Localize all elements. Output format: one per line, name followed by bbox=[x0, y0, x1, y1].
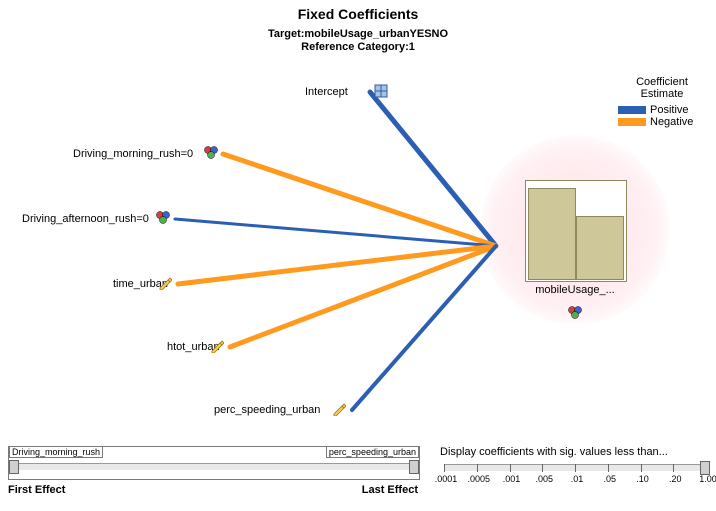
coefficient-line bbox=[175, 219, 496, 246]
effect-thumb-right[interactable] bbox=[409, 460, 419, 474]
effect-last-label: perc_speeding_urban bbox=[326, 446, 419, 458]
circles-icon bbox=[203, 146, 219, 165]
pencil-icon bbox=[332, 402, 346, 421]
sig-tick bbox=[444, 464, 445, 472]
target-bar bbox=[528, 188, 576, 280]
sig-tick-label: .01 bbox=[563, 474, 591, 484]
sig-tick-label: .0001 bbox=[432, 474, 460, 484]
sig-tick-label: .10 bbox=[629, 474, 657, 484]
coefficient-line bbox=[223, 154, 496, 246]
sig-thumb[interactable] bbox=[700, 461, 710, 475]
pencil-icon bbox=[210, 339, 224, 358]
circles-icon bbox=[155, 211, 171, 230]
sig-slider[interactable]: .0001.0005.001.005.01.05.10.201.00 bbox=[440, 462, 710, 490]
target-bar bbox=[576, 216, 624, 280]
sig-tick bbox=[575, 464, 576, 472]
sig-tick-label: .20 bbox=[661, 474, 689, 484]
sig-tick-label: 1.00 bbox=[694, 474, 716, 484]
sig-tick bbox=[608, 464, 609, 472]
sig-slider-title: Display coefficients with sig. values le… bbox=[440, 446, 668, 458]
sig-tick bbox=[673, 464, 674, 472]
effect-first-label: Driving_morning_rush bbox=[9, 446, 103, 458]
predictor-label: Driving_morning_rush=0 bbox=[73, 148, 193, 160]
sig-tick bbox=[641, 464, 642, 472]
sig-tick bbox=[542, 464, 543, 472]
effect-track bbox=[13, 463, 415, 471]
last-effect-caption: Last Effect bbox=[338, 484, 418, 496]
sig-tick-label: .005 bbox=[530, 474, 558, 484]
pencil-icon bbox=[158, 276, 172, 295]
predictor-label: Driving_afternoon_rush=0 bbox=[22, 213, 149, 225]
sig-tick bbox=[477, 464, 478, 472]
coefficient-line bbox=[352, 246, 496, 410]
sig-tick-label: .05 bbox=[596, 474, 624, 484]
sig-tick-label: .0005 bbox=[465, 474, 493, 484]
predictor-label: perc_speeding_urban bbox=[214, 404, 320, 416]
sig-tick-label: .001 bbox=[498, 474, 526, 484]
predictor-label: Intercept bbox=[305, 86, 348, 98]
sig-tick bbox=[510, 464, 511, 472]
first-effect-caption: First Effect bbox=[8, 484, 65, 496]
grid-icon bbox=[374, 84, 388, 103]
effect-range-slider[interactable]: Driving_morning_rush perc_speeding_urban bbox=[8, 446, 420, 480]
target-label: mobileUsage_... bbox=[520, 284, 630, 296]
target-circles-icon bbox=[567, 306, 583, 325]
effect-thumb-left[interactable] bbox=[9, 460, 19, 474]
